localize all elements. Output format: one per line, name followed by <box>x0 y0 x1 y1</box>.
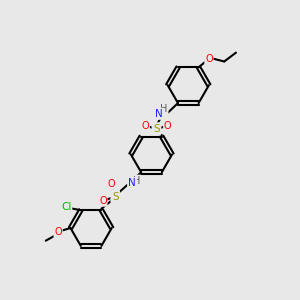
Text: O: O <box>99 196 107 206</box>
Text: H: H <box>160 104 167 114</box>
Text: O: O <box>164 121 172 131</box>
Text: S: S <box>153 124 160 134</box>
Text: O: O <box>54 227 62 237</box>
Text: O: O <box>205 53 213 64</box>
Text: S: S <box>112 191 119 202</box>
Text: Cl: Cl <box>61 202 71 212</box>
Text: O: O <box>107 179 115 189</box>
Text: N: N <box>155 109 163 119</box>
Text: N: N <box>128 178 136 188</box>
Text: O: O <box>142 121 149 131</box>
Text: H: H <box>133 176 140 186</box>
